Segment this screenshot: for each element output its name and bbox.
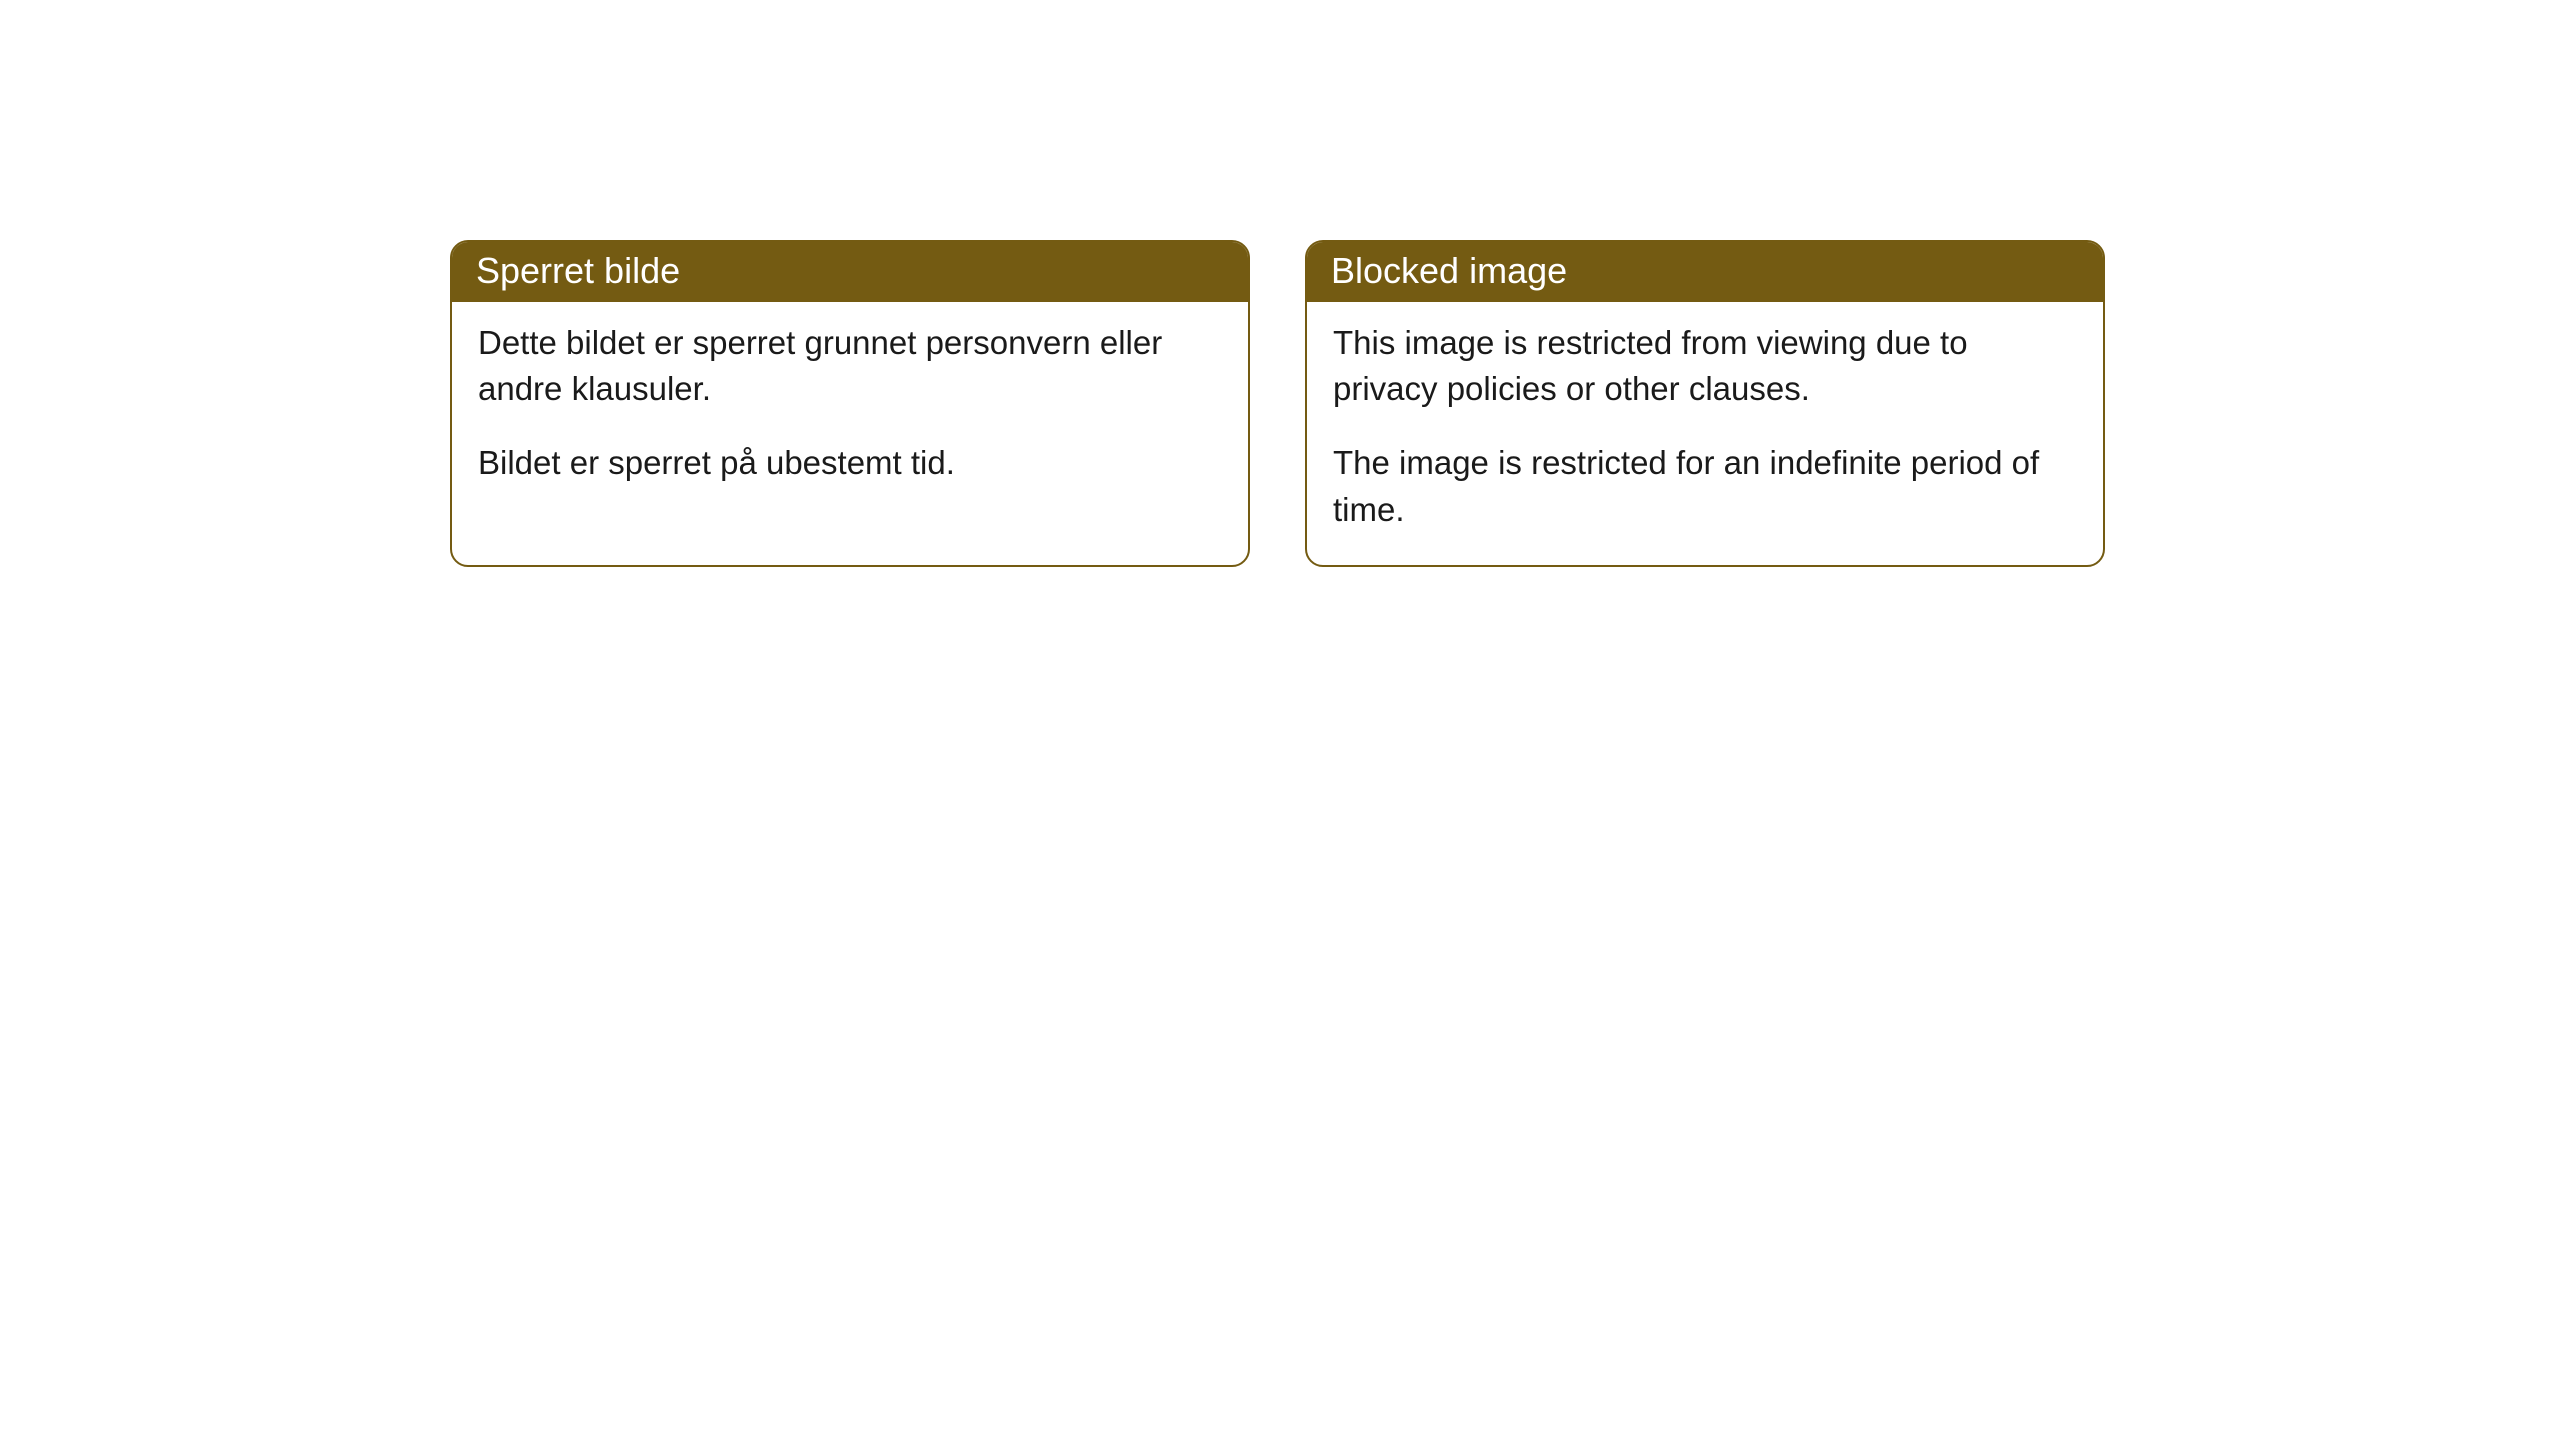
notice-card-english: Blocked image This image is restricted f…	[1305, 240, 2105, 567]
notice-text: The image is restricted for an indefinit…	[1333, 440, 2077, 532]
card-body-norwegian: Dette bildet er sperret grunnet personve…	[452, 302, 1248, 519]
notice-text: This image is restricted from viewing du…	[1333, 320, 2077, 412]
notice-text: Dette bildet er sperret grunnet personve…	[478, 320, 1222, 412]
notice-container: Sperret bilde Dette bildet er sperret gr…	[450, 240, 2105, 567]
card-header-english: Blocked image	[1307, 242, 2103, 302]
notice-card-norwegian: Sperret bilde Dette bildet er sperret gr…	[450, 240, 1250, 567]
card-body-english: This image is restricted from viewing du…	[1307, 302, 2103, 565]
card-header-norwegian: Sperret bilde	[452, 242, 1248, 302]
notice-text: Bildet er sperret på ubestemt tid.	[478, 440, 1222, 486]
